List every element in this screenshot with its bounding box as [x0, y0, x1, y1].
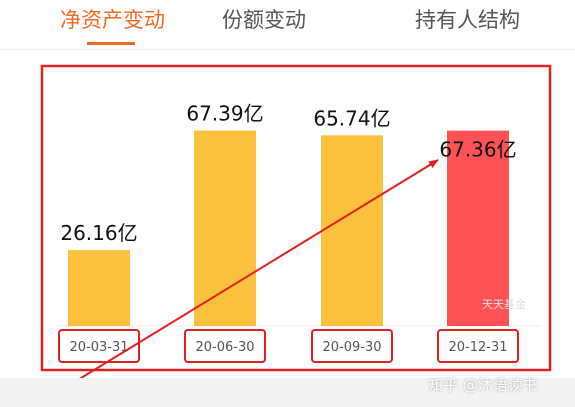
bar-20-06-30 — [194, 130, 256, 326]
tab-bar: 净资产变动 份额变动 持有人结构 — [0, 0, 575, 50]
x-tick-label: 20-03-31 — [69, 340, 128, 355]
tab-share-change[interactable]: 份额变动 — [222, 8, 306, 32]
tick-highlight-box — [58, 329, 140, 363]
x-tick-label: 20-09-30 — [322, 340, 381, 355]
annotation-frame — [40, 64, 552, 372]
bar-value-label: 26.16亿 — [60, 221, 137, 245]
bar-value-label: 67.39亿 — [186, 102, 263, 126]
chart-source-watermark: 天天基金 — [482, 298, 526, 311]
bar-value-label: 67.36亿 — [439, 138, 516, 162]
tab-divider — [0, 49, 575, 50]
tick-highlight-box — [184, 329, 266, 363]
bar-20-03-31 — [68, 250, 130, 326]
active-tab-indicator — [87, 42, 135, 45]
tick-highlight-box — [437, 329, 519, 363]
x-tick-label: 20-06-30 — [195, 340, 254, 355]
tick-highlight-box — [311, 329, 393, 363]
x-tick-label: 20-12-31 — [448, 340, 507, 355]
bar-value-label: 65.74亿 — [313, 106, 390, 130]
tab-net-asset-change[interactable]: 净资产变动 — [60, 8, 165, 32]
bar-20-09-30 — [321, 135, 383, 326]
platform-watermark: 知乎 @沐语读书 — [428, 376, 538, 394]
trend-arrow — [44, 159, 439, 401]
bottom-bar — [0, 378, 575, 407]
tab-holder-structure[interactable]: 持有人结构 — [415, 8, 520, 32]
bar-20-12-31 — [447, 130, 509, 326]
